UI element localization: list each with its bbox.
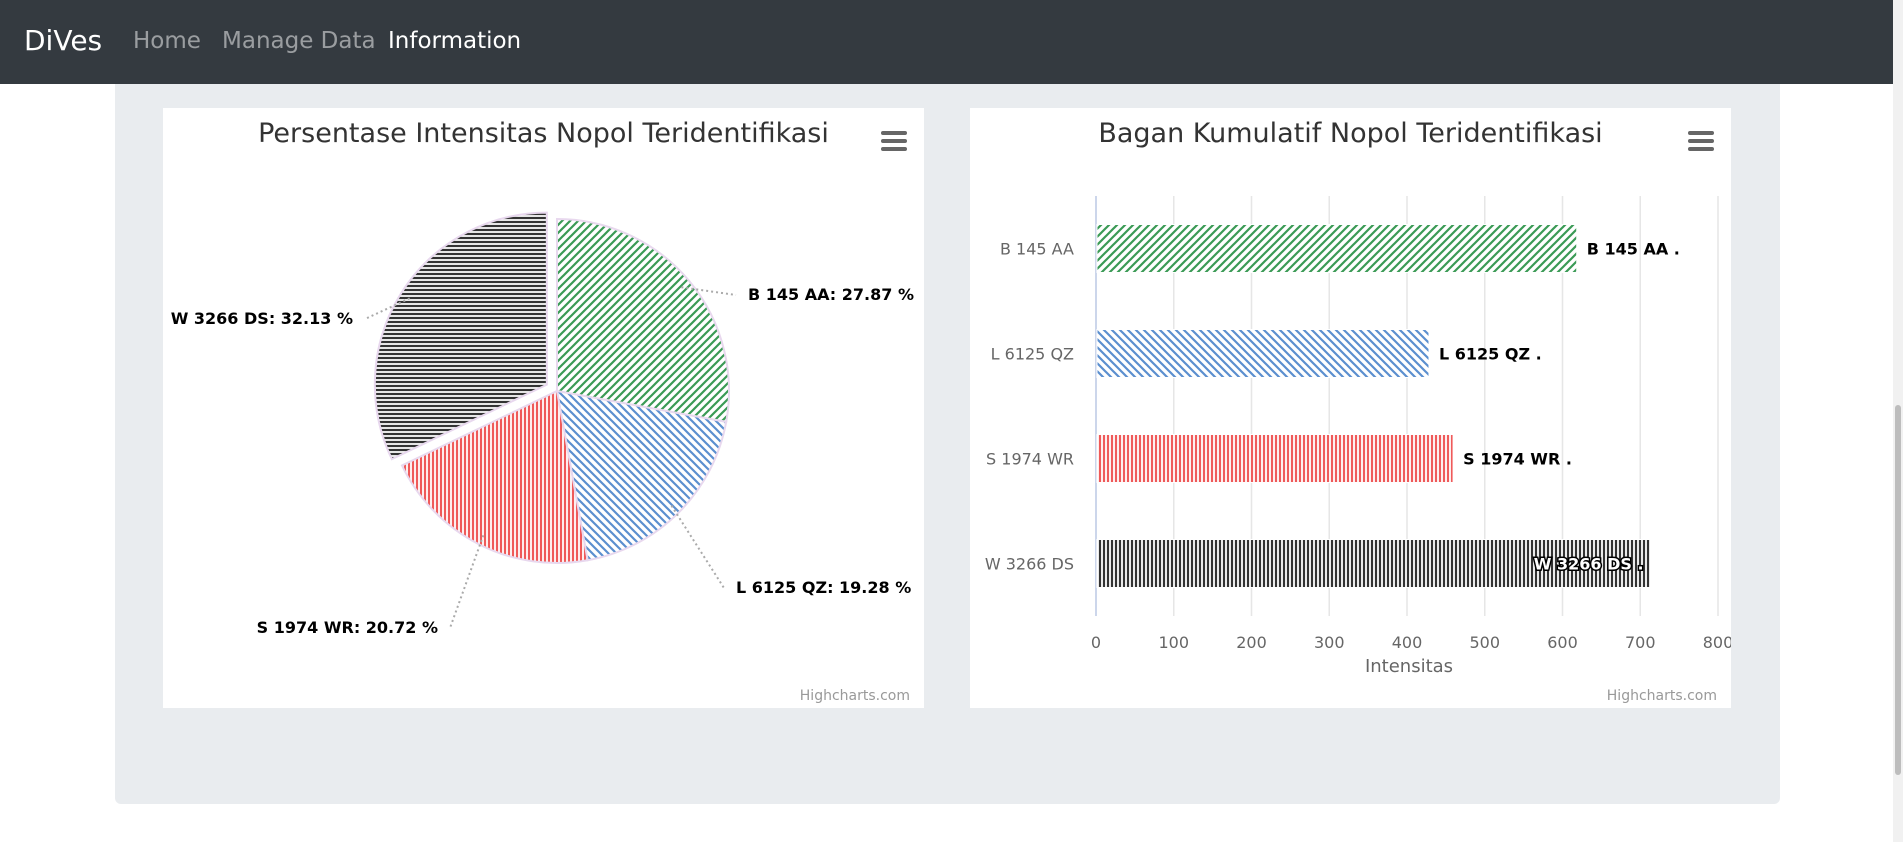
pie-chart-credits[interactable]: Highcharts.com: [799, 688, 910, 704]
pie-chart-title: Persentase Intensitas Nopol Teridentifik…: [258, 118, 829, 149]
pie-slice[interactable]: [555, 389, 728, 562]
bar-x-axis-title: Intensitas: [1365, 656, 1453, 677]
pie-connector-line: [681, 286, 737, 296]
bar-rect[interactable]: [1096, 539, 1652, 588]
pie-data-label: L 6125 QZ: 19.28 %: [736, 578, 911, 597]
brand-link[interactable]: DiVes: [24, 24, 103, 57]
bar-x-tick-label: 300: [1314, 633, 1345, 652]
pie-data-label: S 1974 WR: 20.72 %: [257, 618, 438, 637]
bar-x-tick-label: 800: [1703, 633, 1731, 652]
bar-data-label: S 1974 WR .: [1463, 450, 1572, 469]
bar-x-tick-label: 200: [1236, 633, 1267, 652]
bar-chart-card: Bagan Kumulatif Nopol Teridentifikasi 0 1…: [970, 108, 1731, 708]
bar-x-tick-label: 400: [1392, 633, 1423, 652]
bar-chart-plot: 0 100 200 300 400 500 600 700 800 B 145 AA B 145 A…: [985, 196, 1731, 677]
pie-connector-line: [364, 297, 411, 320]
bar-x-tick-label: 700: [1625, 633, 1656, 652]
pie-slice[interactable]: [373, 211, 548, 461]
pie-chart-plot: B 145 AA: 27.87 % L 6125 QZ: 19.28 % S 197…: [171, 211, 914, 637]
bar-x-tick-label: 600: [1547, 633, 1578, 652]
bar-x-tick-label: 100: [1158, 633, 1189, 652]
hamburger-menu-icon: [1688, 131, 1714, 135]
scrollbar-thumb[interactable]: [1895, 405, 1901, 775]
bar-rect[interactable]: [1096, 224, 1578, 273]
bar-chart-menu-button[interactable]: [1688, 131, 1714, 151]
hamburger-menu-icon: [881, 131, 907, 135]
nav-link-manage-data[interactable]: Manage Data: [222, 28, 376, 54]
bar-category-label: S 1974 WR: [986, 450, 1074, 469]
bar-chart-title: Bagan Kumulatif Nopol Teridentifikasi: [1098, 118, 1603, 149]
pie-connector-line: [670, 505, 725, 589]
navbar: DiVes Home Manage Data Information: [0, 0, 1893, 84]
bar-x-tick-label: 500: [1469, 633, 1500, 652]
nav-link-home[interactable]: Home: [133, 28, 201, 54]
pie-data-label: W 3266 DS: 32.13 %: [171, 309, 353, 328]
bar-data-label: B 145 AA .: [1587, 240, 1680, 259]
pie-connector-line: [449, 534, 485, 629]
bar-rect[interactable]: [1096, 434, 1454, 483]
bar-rect[interactable]: [1096, 329, 1430, 378]
pie-data-label: B 145 AA: 27.87 %: [748, 285, 914, 304]
nav-link-information[interactable]: Information: [388, 28, 522, 54]
bar-category-label: W 3266 DS: [985, 555, 1074, 574]
bar-category-label: L 6125 QZ: [991, 345, 1074, 364]
bar-data-label: W 3266 DS .: [1534, 555, 1644, 574]
pie-chart-card: Persentase Intensitas Nopol Teridentifik…: [163, 108, 924, 708]
bar-data-label: L 6125 QZ .: [1439, 345, 1542, 364]
bar-chart-credits[interactable]: Highcharts.com: [1606, 688, 1717, 704]
pie-slice[interactable]: [400, 389, 589, 564]
pie-slice[interactable]: [556, 217, 730, 424]
bar-category-label: B 145 AA: [1000, 240, 1074, 259]
pie-chart-menu-button[interactable]: [881, 131, 907, 151]
bar-x-tick-label: 0: [1091, 633, 1101, 652]
